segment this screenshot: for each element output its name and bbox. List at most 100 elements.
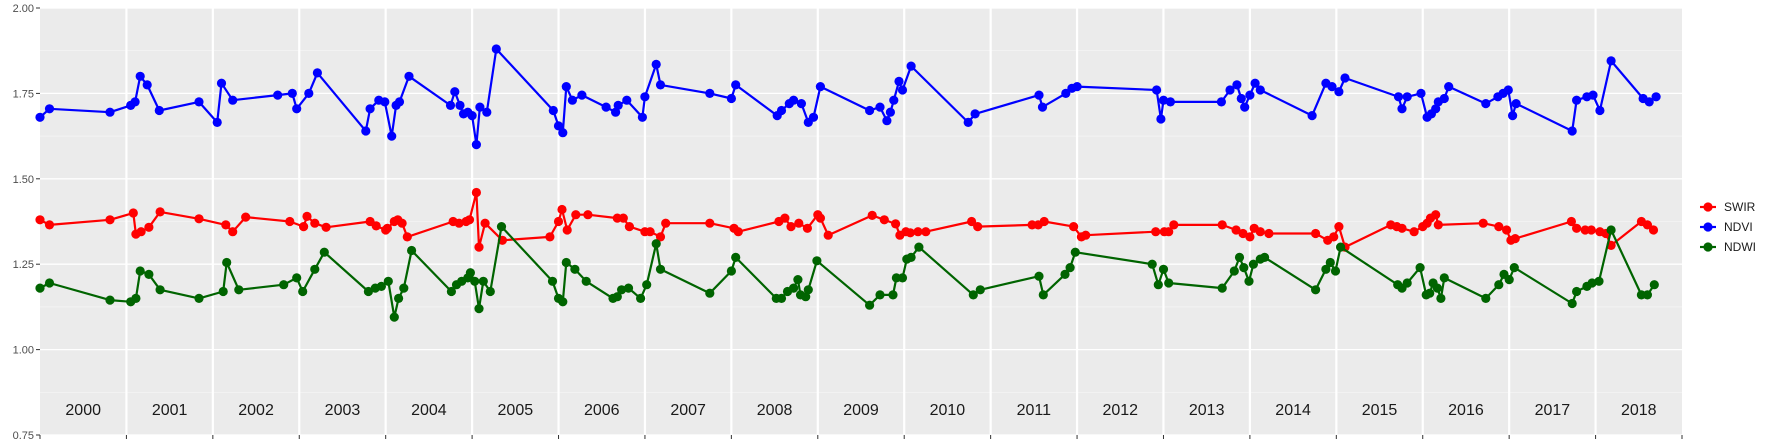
data-point bbox=[731, 252, 741, 262]
data-point bbox=[130, 97, 140, 107]
x-axis bbox=[39, 435, 1683, 439]
data-point bbox=[1644, 97, 1654, 107]
y-tick-label: 1.50 bbox=[13, 174, 34, 186]
legend: SWIR NDVI NDWI bbox=[1700, 200, 1756, 254]
data-point bbox=[613, 100, 623, 110]
data-point bbox=[445, 100, 456, 110]
data-point bbox=[480, 218, 490, 228]
data-point bbox=[906, 252, 916, 262]
data-point bbox=[808, 112, 819, 122]
data-point bbox=[967, 216, 977, 227]
data-point bbox=[1229, 266, 1239, 276]
data-point bbox=[776, 105, 787, 116]
data-point bbox=[1431, 104, 1441, 114]
data-point bbox=[454, 218, 464, 228]
data-point bbox=[705, 88, 715, 98]
data-point bbox=[1648, 225, 1659, 235]
data-point bbox=[1572, 223, 1582, 233]
data-point bbox=[547, 276, 558, 286]
data-point bbox=[1334, 87, 1344, 97]
data-point bbox=[1494, 280, 1504, 290]
data-point bbox=[465, 268, 475, 278]
data-point bbox=[914, 242, 924, 252]
y-tick-label: 0.75 bbox=[13, 430, 34, 442]
year-label: 2005 bbox=[498, 402, 534, 419]
data-point bbox=[105, 215, 115, 225]
data-point bbox=[1250, 78, 1260, 88]
data-point bbox=[601, 102, 611, 112]
data-point bbox=[705, 288, 715, 298]
data-point bbox=[1511, 99, 1521, 109]
data-point bbox=[1217, 283, 1227, 293]
data-point bbox=[407, 245, 417, 256]
data-point bbox=[1231, 225, 1241, 235]
data-point bbox=[1566, 216, 1576, 227]
data-point bbox=[142, 80, 152, 90]
data-point bbox=[823, 230, 833, 240]
data-point bbox=[780, 213, 790, 223]
year-label: 2018 bbox=[1621, 402, 1657, 419]
data-point bbox=[726, 266, 737, 276]
data-point bbox=[471, 187, 481, 198]
data-point bbox=[136, 227, 146, 237]
data-point bbox=[1402, 92, 1412, 102]
data-point bbox=[105, 295, 115, 305]
data-point bbox=[571, 210, 581, 220]
data-point bbox=[365, 104, 375, 114]
data-point bbox=[312, 68, 322, 78]
data-point bbox=[1327, 82, 1337, 92]
legend-key-point bbox=[1703, 222, 1713, 232]
year-label: 2007 bbox=[670, 402, 706, 419]
data-point bbox=[1481, 99, 1491, 109]
data-point bbox=[1065, 263, 1075, 273]
data-point bbox=[35, 215, 45, 225]
data-point bbox=[557, 204, 567, 215]
data-point bbox=[292, 104, 302, 114]
data-point bbox=[803, 285, 813, 295]
data-point bbox=[491, 44, 501, 54]
data-point bbox=[865, 300, 875, 310]
data-point bbox=[1478, 218, 1488, 228]
data-point bbox=[402, 232, 412, 242]
data-point bbox=[963, 117, 973, 127]
data-point bbox=[464, 215, 475, 225]
data-point bbox=[553, 121, 564, 131]
data-point bbox=[567, 95, 578, 105]
data-point bbox=[194, 214, 204, 224]
year-labels: 2000 2001 2002 2003 2004 2005 2006 2007 2008 2009… bbox=[65, 402, 1656, 419]
data-point bbox=[812, 256, 822, 266]
data-point bbox=[292, 273, 302, 283]
data-point bbox=[815, 213, 826, 223]
data-point bbox=[793, 275, 803, 285]
data-point bbox=[1147, 259, 1157, 269]
year-label: 2014 bbox=[1275, 402, 1311, 419]
data-point bbox=[485, 286, 495, 297]
data-point bbox=[968, 290, 978, 300]
legend-key-point bbox=[1703, 202, 1713, 212]
data-point bbox=[1153, 280, 1163, 290]
year-label: 2000 bbox=[65, 402, 101, 419]
data-point bbox=[194, 97, 204, 107]
data-point bbox=[562, 225, 572, 235]
data-point bbox=[1510, 234, 1520, 244]
data-point bbox=[558, 128, 568, 138]
data-point bbox=[273, 90, 283, 100]
data-point bbox=[973, 222, 983, 232]
y-tick-label: 1.00 bbox=[13, 345, 34, 357]
data-point bbox=[879, 215, 889, 225]
data-point bbox=[394, 293, 404, 303]
data-point bbox=[44, 220, 55, 230]
data-point bbox=[1606, 56, 1616, 66]
data-point bbox=[1264, 228, 1274, 239]
data-point bbox=[1586, 225, 1596, 235]
data-point bbox=[1158, 264, 1169, 274]
data-point bbox=[135, 266, 145, 276]
data-point bbox=[1081, 230, 1091, 240]
data-point bbox=[655, 264, 666, 274]
data-point bbox=[577, 90, 587, 100]
data-point bbox=[618, 213, 628, 223]
data-point bbox=[371, 221, 381, 231]
data-point bbox=[35, 112, 45, 122]
legend-key-point bbox=[1703, 242, 1713, 252]
data-point bbox=[733, 227, 743, 237]
